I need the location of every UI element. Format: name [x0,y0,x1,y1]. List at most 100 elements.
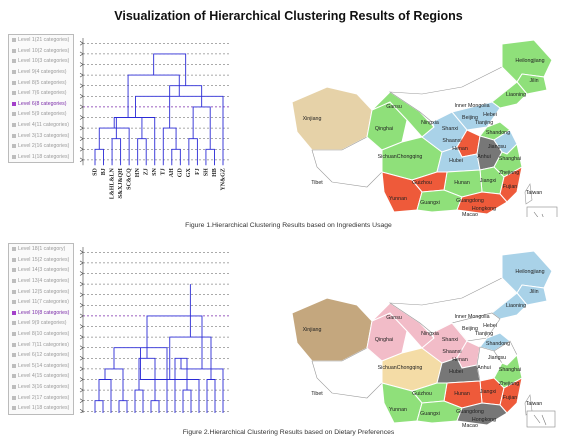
map-region-label: Fujian [503,395,517,401]
dendrogram-link [172,149,181,165]
legend-level-item[interactable]: Level 10(8 categories) [9,308,73,319]
legend-level-label: Level 9(9 categories) [18,320,66,326]
map-region-label: Gansu [386,104,402,110]
legend-level-item[interactable]: Level 6(12 categories) [9,350,73,361]
map-region-label: Jilin [529,289,538,295]
legend-level-item[interactable]: Level 4(11 categories) [9,120,73,131]
map-region-label: Shaanxi [442,138,461,144]
legend-level-label: Level 1(18 categories) [18,154,69,160]
level-tick-icon [80,73,83,77]
legend-level-item[interactable]: Level 9(9 categories) [9,318,73,329]
map-region-label: Tianjing [475,331,493,337]
level-tick-icon [80,367,83,371]
map-region-label: Taiwan [526,190,543,196]
legend-level-item[interactable]: Level 11(7 categories) [9,297,73,308]
legend-level-label: Level 13(4 categories) [18,278,69,284]
map-region-label: Inner Mongolia [454,103,489,109]
legend-level-item[interactable]: Level 8(5 categories) [9,77,73,88]
legend-level-label: Level 4(11 categories) [18,122,69,128]
legend-marker-icon [12,70,16,74]
dendrogram-leaf-label: SH [203,168,209,176]
china-map-2: XinjiangTibetQinghaiGansuNingxiaInner Mo… [272,243,572,428]
level-tick-icon [80,147,83,151]
legend-marker-icon [12,364,16,368]
legend-level-item[interactable]: Level 5(9 categories) [9,109,73,120]
dendrogram-link [95,149,104,165]
level-tick-icon [80,105,83,109]
legend-marker-icon [12,155,16,159]
legend-level-label: Level 5(14 categories) [18,363,69,369]
map-region-label: Hunan [454,180,470,186]
legend-level-item[interactable]: Level 13(4 categories) [9,276,73,287]
map-region-label: Guangdong [456,198,484,204]
dendrogram-link [135,390,143,413]
legend-level-item[interactable]: Level 6(8 categories) [9,99,73,110]
legend-level-item[interactable]: Level 15(2 categories) [9,255,73,266]
dendrogram-1: SDBJJL&HL&LNNX&GS&XJ&QHSC&CQHNZJSNTJAHGD… [75,34,245,199]
map-region-label: Hubei [449,369,463,375]
legend-level-label: Level 3(13 categories) [18,133,69,139]
legend-level-label: Level 6(8 categories) [18,101,66,107]
legend-level-item[interactable]: Level 1(21 categories) [9,35,73,46]
level-tick-icon [80,272,83,276]
map-region-label: Liaoning [506,92,526,98]
legend-level-item[interactable]: Level 7(6 categories) [9,88,73,99]
legend-level-item[interactable]: Level 7(11 categories) [9,339,73,350]
legend-level-item[interactable]: Level 3(16 categories) [9,382,73,393]
level-tick-icon [80,325,83,329]
dendrogram-leaf-label: JL&HL&LN [109,168,115,199]
legend-marker-icon [12,102,16,106]
map-region-label: Shanghai [499,156,521,162]
legend-level-item[interactable]: Level 10(3 categories) [9,56,73,67]
legend-level-item[interactable]: Level 9(4 categories) [9,67,73,78]
legend-level-label: Level 18(1 category) [18,246,65,252]
legend-marker-icon [12,134,16,138]
figure-1-caption: Figure 1.Hierarchical Clustering Results… [0,222,577,229]
dendrogram-leaf-label: SC&CQ [127,168,133,190]
legend-level-item[interactable]: Level 14(3 categories) [9,265,73,276]
map-region-label: Jiangsu [488,144,506,150]
legend-level-item[interactable]: Level 3(13 categories) [9,130,73,141]
legend-level-item[interactable]: Level 18(1 category) [9,244,73,255]
level-tick-icon [80,388,83,392]
legend-marker-icon [12,258,16,262]
level-tick-icon [80,378,83,382]
map-region-label: Hunan [454,391,470,397]
map-region-label: SichuanChongqing [378,154,423,160]
legend-level-label: Level 7(11 categories) [18,342,69,348]
legend-level-label: Level 8(5 categories) [18,80,66,86]
legend-level-item[interactable]: Level 5(14 categories) [9,361,73,372]
level-tick-icon [80,399,83,403]
legend-level-item[interactable]: Level 12(5 categories) [9,286,73,297]
legend-marker-icon [12,343,16,347]
legend-level-item[interactable]: Level 10(2 categories) [9,46,73,57]
legend-marker-icon [12,268,16,272]
legend-marker-icon [12,144,16,148]
legend-level-label: Level 2(16 categories) [18,143,69,149]
legend-level-item[interactable]: Level 2(16 categories) [9,141,73,152]
dendrogram-leaf-label: GX [186,168,192,178]
map-region-label: Heilongjiang [515,58,544,64]
dendrogram-link [138,139,147,166]
legend-marker-icon [12,406,16,410]
legend-marker-icon [12,38,16,42]
dendrogram-2: HeNJXYN&GZAHHNSNGDGXHBSC&CQNX&GS&XJ&QHSD… [75,243,245,413]
map-region-label: Qinghai [375,126,393,132]
map-region-label: Henan [452,357,468,363]
map-region-label: Hebei [483,112,497,118]
map-region-label: Yunnan [389,196,407,202]
legend-level-item[interactable]: Level 8(10 categories) [9,329,73,340]
level-tick-icon [80,293,83,297]
legend-level-item[interactable]: Level 2(17 categories) [9,392,73,403]
map-region-label: Ningxia [421,120,439,126]
legend-level-item[interactable]: Level 1(18 categories) [9,152,73,163]
map-region-label: Inner Mongolia [454,314,489,320]
legend-level-label: Level 12(5 categories) [18,289,69,295]
dendrogram-link [116,118,154,166]
legend-level-label: Level 4(15 categories) [18,373,69,379]
map-region-label: Liaoning [506,303,526,309]
legend-marker-icon [12,396,16,400]
legend-level-item[interactable]: Level 1(18 categories) [9,403,73,414]
map-region-label: Jiangxi [480,178,497,184]
legend-level-item[interactable]: Level 4(15 categories) [9,371,73,382]
